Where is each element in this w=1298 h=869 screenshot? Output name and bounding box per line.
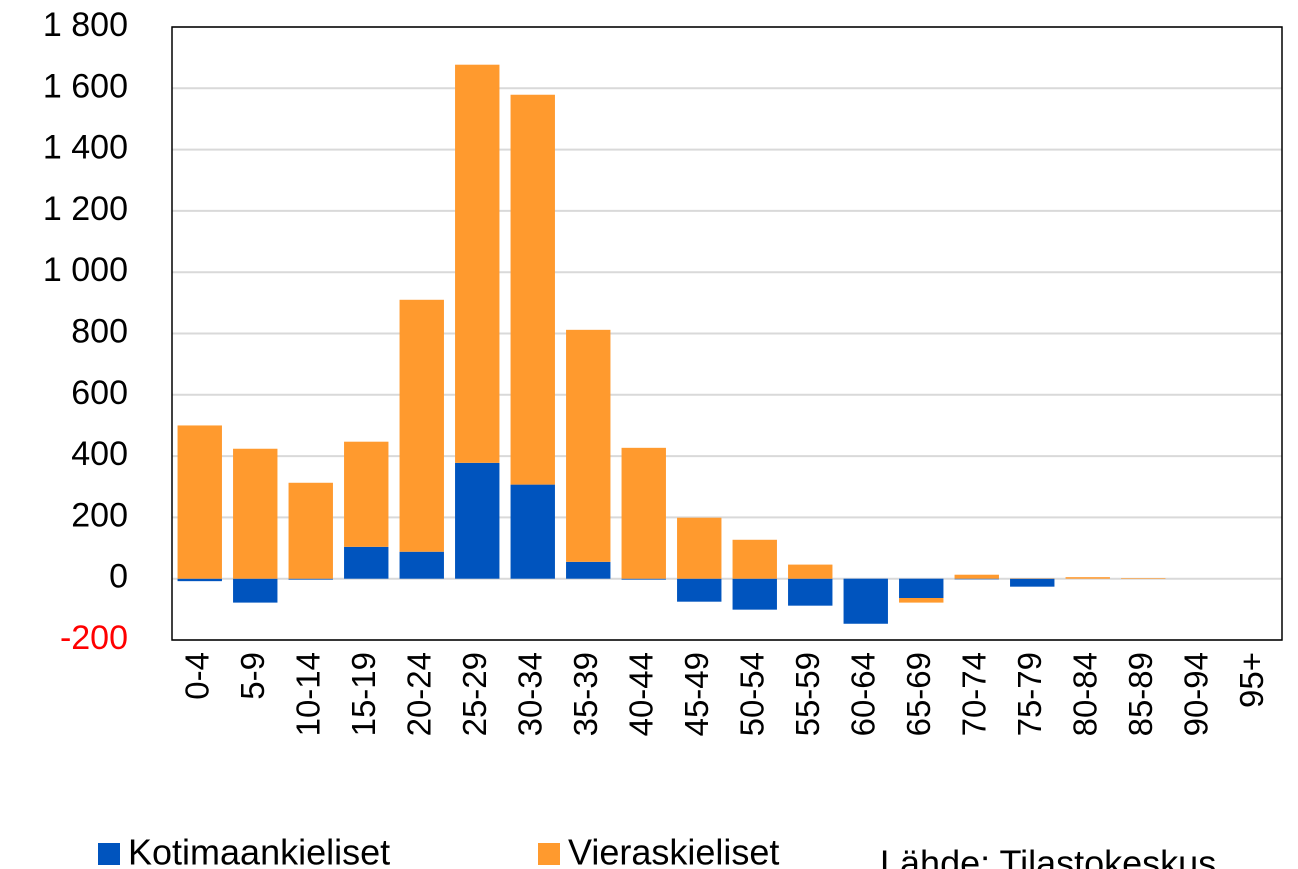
bar [233,578,278,603]
bar [1010,578,1055,587]
bar [455,64,500,463]
bar [566,561,611,579]
y-tick-label: 1 000 [43,251,128,289]
bar [455,462,500,579]
y-tick-label: 1 800 [43,6,128,44]
x-tick-label: 65-69 [900,652,937,736]
plot-border [171,26,1283,641]
x-tick-label: 70-74 [955,652,992,736]
bar [1121,578,1166,579]
bar [788,578,833,606]
source: Lähde: Tilastokeskus [880,843,1216,869]
y-tick-label: 1 200 [43,190,128,228]
x-tick-label: 90-94 [1177,652,1214,736]
bar [788,564,833,579]
bar [510,94,555,485]
bar [899,598,944,603]
bar [288,482,333,579]
y-tick-label: 800 [71,312,128,350]
y-tick-label: 1 600 [43,67,128,105]
bar [399,551,444,579]
y-tick-label: 0 [109,558,128,596]
bar [177,578,222,582]
x-tick-label: 15-19 [345,652,382,736]
legend-swatch [538,843,560,865]
bar [566,329,611,562]
bar [344,546,389,579]
bar [732,539,777,579]
bar [177,425,222,579]
bar [954,578,999,580]
x-tick-label: 30-34 [511,652,548,736]
x-tick-label: 5-9 [234,652,271,700]
bar [1065,577,1110,579]
bar [399,299,444,552]
x-tick-label: 20-24 [400,652,437,736]
x-tick-label: 35-39 [567,652,604,736]
bar [621,578,666,580]
x-tick-label: 95+ [1233,652,1270,708]
bar [288,578,333,580]
bar [344,441,389,547]
bar [621,447,666,579]
x-tick-label: 45-49 [678,652,715,736]
x-tick-label: 0-4 [178,652,215,700]
x-tick-label: 85-89 [1122,652,1159,736]
legend-label: Vieraskieliset [568,832,779,869]
bar [954,574,999,579]
bar [732,578,777,610]
legend-label: Kotimaankieliset [128,832,390,869]
bar [233,448,278,579]
x-tick-label: 60-64 [844,652,881,736]
x-tick-label: 75-79 [1011,652,1048,736]
x-tick-label: 10-14 [289,652,326,736]
x-tick-label: 80-84 [1066,652,1103,736]
y-tick-label: 200 [71,496,128,534]
x-tick-label: 50-54 [733,652,770,736]
legend-swatch [98,843,120,865]
bar [843,578,888,624]
x-tick-label: 25-29 [456,652,493,736]
bar [677,578,722,602]
y-tick-label: 1 400 [43,129,128,167]
y-tick-label: 400 [71,435,128,473]
x-tick-label: 55-59 [789,652,826,736]
y-tick-label: 600 [71,374,128,412]
y-tick-label: -200 [60,619,128,657]
bar [899,578,944,599]
x-tick-label: 40-44 [622,652,659,736]
bar [510,484,555,579]
bar [677,517,722,579]
